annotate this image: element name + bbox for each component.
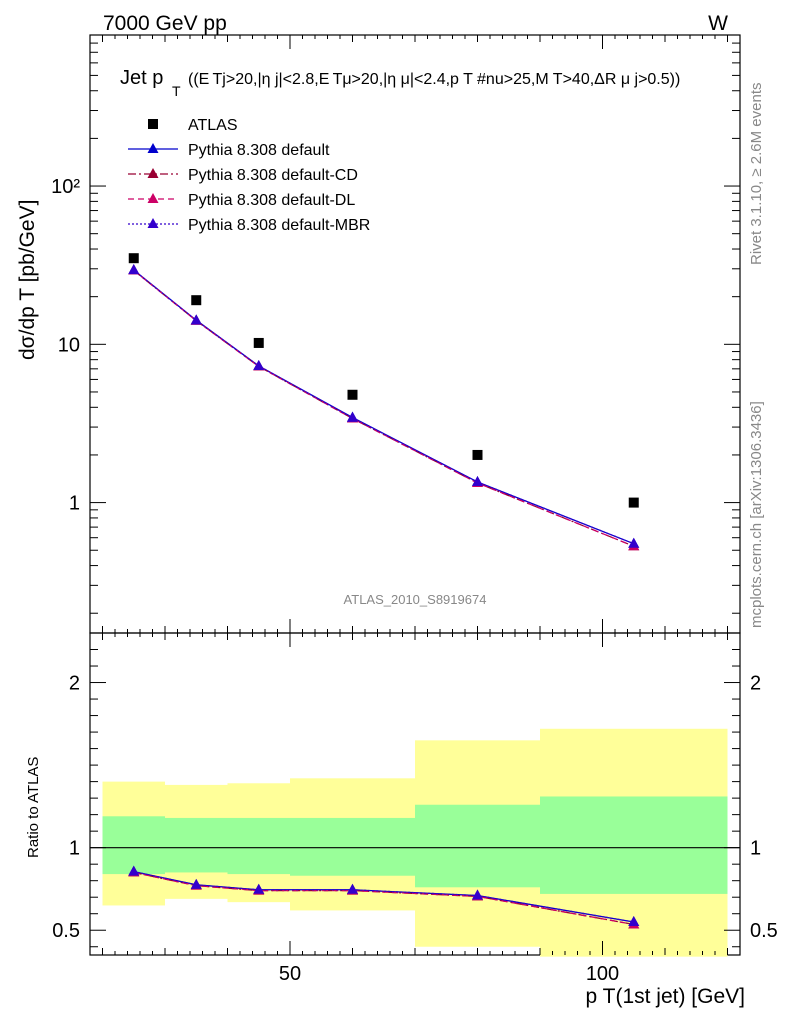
plot-title: Jet p T ((E Tj>20,|η j|<2.8,E Tμ>20,|η μ… <box>120 67 680 99</box>
mc-data-marker <box>347 411 358 422</box>
atlas-data-point <box>628 497 639 508</box>
mc-series-line <box>133 269 634 545</box>
legend-marker <box>147 143 159 153</box>
x-tick-label: 50 <box>279 963 301 985</box>
ratio-y-tick-label-right: 2 <box>750 673 761 695</box>
x-tick-label: 100 <box>586 963 619 985</box>
ratio-y-tick-label-right: 1 <box>750 838 761 860</box>
legend: ATLAS Pythia 8.308 default Pythia 8.308 de… <box>128 117 370 234</box>
legend-label: Pythia 8.308 default <box>188 142 330 159</box>
ratio-data-marker <box>472 889 483 900</box>
mc-data-marker <box>190 314 202 325</box>
ratio-series-line <box>133 871 634 926</box>
legend-label: Pythia 8.308 default-CD <box>188 167 358 184</box>
y-tick-label: 1 <box>69 493 80 515</box>
y-tick-label: 10² <box>51 176 80 198</box>
ratio-data-marker <box>128 865 140 876</box>
stat-uncertainty-band <box>290 817 415 876</box>
title-main: Jet p <box>120 67 163 89</box>
ratio-y-tick-label: 0.5 <box>52 920 80 942</box>
y-axis-label: dσ/dp T [pb/GeV] <box>16 200 39 360</box>
ratio-y-tick-label-right: 0.5 <box>750 920 778 942</box>
x-axis-ticks <box>102 35 728 955</box>
analysis-id-label: ATLAS_2010_S8919674 <box>344 592 487 607</box>
main-data-series <box>128 253 640 551</box>
mc-series-line <box>133 269 634 547</box>
legend-marker-atlas <box>148 119 158 129</box>
ratio-data-marker <box>253 883 265 894</box>
stat-uncertainty-band <box>540 796 728 894</box>
ratio-data-series <box>128 865 640 929</box>
legend-marker <box>147 193 159 203</box>
ratio-series-line <box>133 870 634 923</box>
atlas-data-point <box>472 449 483 460</box>
mc-data-marker <box>472 475 483 486</box>
atlas-data-point <box>253 337 264 348</box>
atlas-data-point <box>347 389 358 400</box>
ratio-y-axis-label: Ratio to ATLAS <box>25 757 42 858</box>
mc-series-line <box>133 269 634 545</box>
mc-data-marker <box>628 537 640 548</box>
source-label: mcplots.cern.ch [arXiv:1306.3436] <box>748 401 765 628</box>
atlas-data-point <box>191 295 202 306</box>
energy-label: 7000 GeV pp <box>103 12 227 35</box>
ratio-y-tick-label: 1 <box>69 838 80 860</box>
ratio-data-marker <box>628 915 640 926</box>
legend-marker <box>147 218 159 228</box>
mc-data-marker <box>253 359 265 370</box>
title-subscript: T <box>172 83 181 99</box>
legend-label: Pythia 8.308 default-DL <box>188 192 355 209</box>
title-cuts: ((E Tj>20,|η j|<2.8,E Tμ>20,|η μ|<2.4,p … <box>188 71 680 88</box>
x-axis-label: p T(1st jet) [GeV] <box>586 985 746 1008</box>
stat-uncertainty-band <box>415 804 540 888</box>
y-tick-label: 10 <box>58 334 80 356</box>
ratio-uncertainty-bands <box>102 728 728 957</box>
ratio-data-marker <box>347 883 358 894</box>
stat-uncertainty-band <box>227 817 290 875</box>
legend-marker <box>147 168 159 178</box>
legend-label: ATLAS <box>188 117 238 134</box>
stat-uncertainty-band <box>165 817 228 873</box>
mc-data-marker <box>128 264 140 275</box>
ratio-data-marker <box>190 878 202 889</box>
process-label: W <box>708 12 728 35</box>
ratio-y-tick-label: 2 <box>69 673 80 695</box>
mc-series-line <box>133 269 634 547</box>
rivet-version-label: Rivet 3.1.10, ≥ 2.6M events <box>748 83 765 266</box>
legend-label: Pythia 8.308 default-MBR <box>188 217 370 234</box>
y-axis-ticks <box>90 34 740 948</box>
stat-uncertainty-band <box>102 816 165 875</box>
atlas-data-point <box>128 253 139 264</box>
